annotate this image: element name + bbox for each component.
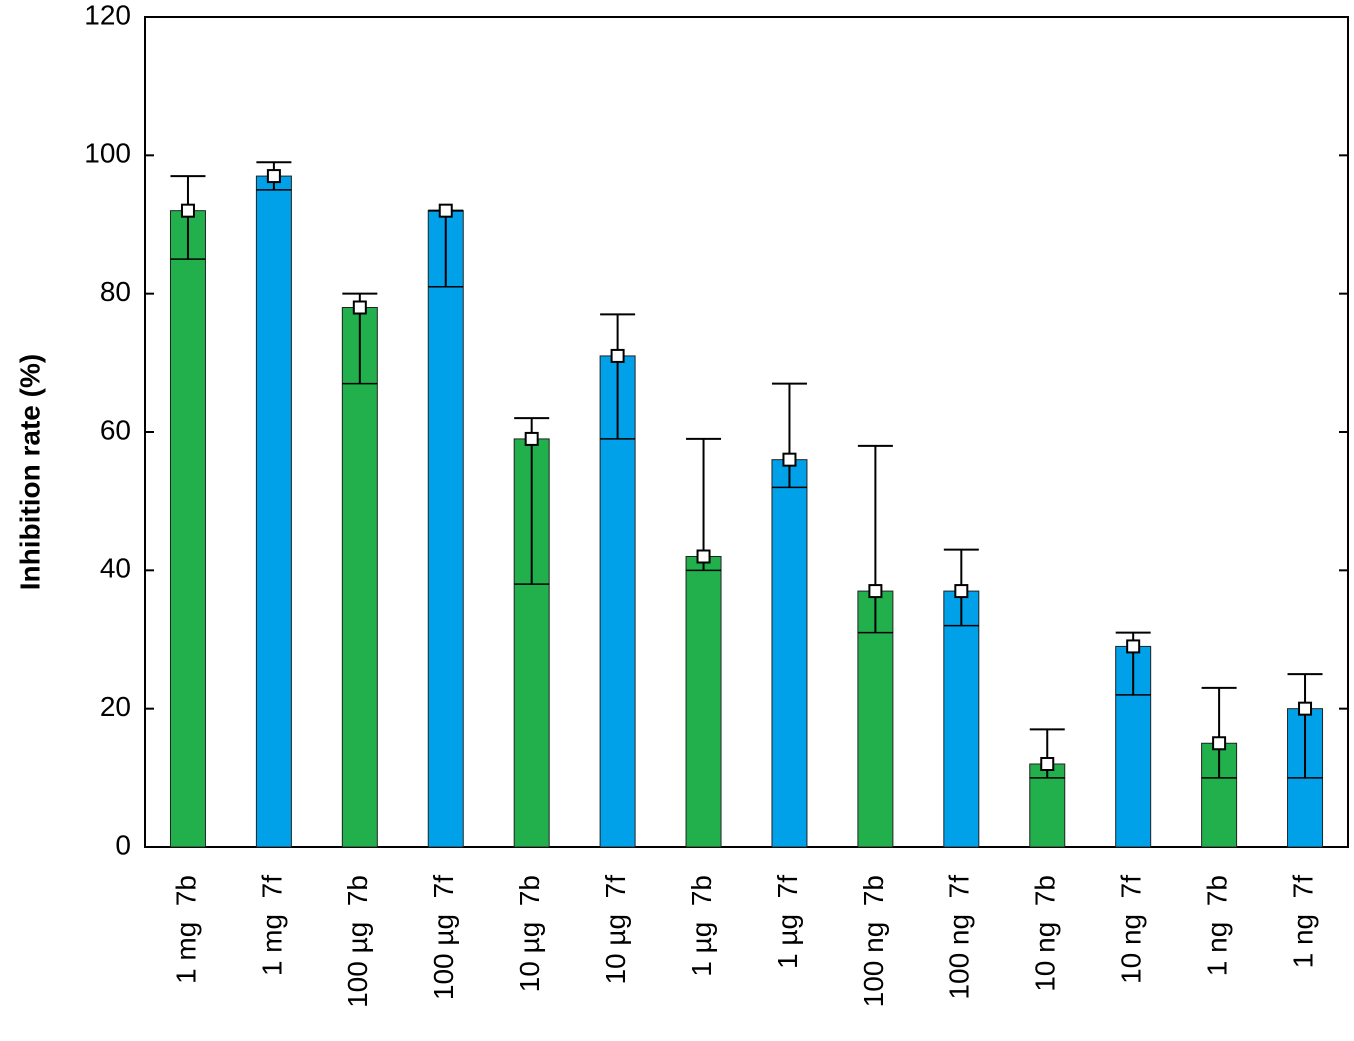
y-tick-label: 100	[84, 138, 131, 169]
y-tick-label: 20	[100, 691, 131, 722]
x-tick-label: 10 ng 7b	[1030, 875, 1061, 992]
bar	[341, 307, 378, 848]
bar	[427, 210, 464, 848]
y-tick-label: 0	[115, 829, 131, 860]
mean-marker	[352, 300, 367, 315]
y-tick-label: 40	[100, 553, 131, 584]
bar	[943, 590, 980, 848]
mean-marker	[868, 584, 883, 599]
x-tick-label: 1 ng 7b	[1201, 875, 1232, 976]
mean-marker	[266, 169, 281, 184]
mean-marker	[1126, 639, 1141, 654]
mean-marker	[180, 203, 195, 218]
x-tick-label: 10 µg 7b	[514, 875, 545, 992]
x-tick-label: 1 mg 7f	[256, 875, 287, 976]
x-tick-label: 100 µg 7f	[428, 875, 459, 1000]
mean-marker	[782, 452, 797, 467]
x-tick-label: 100 µg 7b	[342, 875, 373, 1008]
bar	[771, 459, 808, 848]
bar	[169, 210, 206, 848]
mean-marker	[524, 431, 539, 446]
x-tick-label: 10 µg 7f	[600, 875, 631, 985]
y-tick-label: 80	[100, 276, 131, 307]
x-tick-label: 1 mg 7b	[170, 875, 201, 984]
y-tick-label: 60	[100, 414, 131, 445]
mean-marker	[610, 348, 625, 363]
x-tick-label: 100 ng 7f	[944, 875, 975, 1000]
bar	[255, 175, 292, 848]
y-axis-label: Inhibition rate (%)	[14, 354, 45, 590]
mean-marker	[1212, 736, 1227, 751]
x-tick-label: 100 ng 7b	[858, 875, 889, 1007]
mean-marker	[438, 203, 453, 218]
bar	[685, 556, 722, 848]
mean-marker	[1298, 701, 1313, 716]
mean-marker	[696, 549, 711, 564]
x-tick-label: 1 µg 7b	[686, 875, 717, 977]
mean-marker	[1040, 757, 1055, 771]
y-tick-label: 120	[84, 0, 131, 30]
x-tick-label: 1 µg 7f	[772, 875, 803, 969]
x-tick-label: 1 ng 7f	[1287, 875, 1318, 969]
plot-frame	[144, 16, 1349, 848]
mean-marker	[954, 584, 969, 599]
x-tick-label: 10 ng 7f	[1116, 875, 1147, 984]
